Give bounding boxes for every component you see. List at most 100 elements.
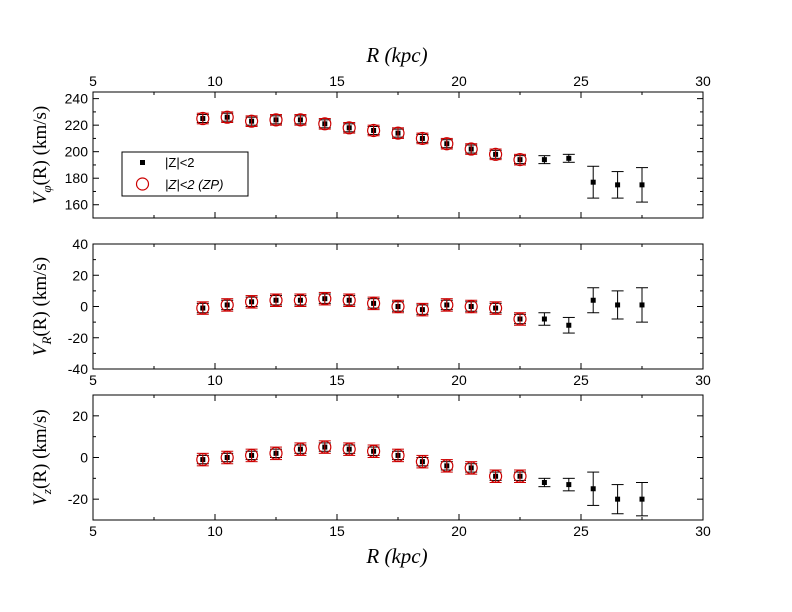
panel-vphi: 5 10 15 20 25 30 160 180 200 220 240 Vφ(R) (km/s) bbox=[30, 73, 711, 219]
top-axis-title: R (kpc) bbox=[365, 43, 427, 67]
data-point-zlt2-zp bbox=[489, 469, 503, 483]
x-tick-label: 30 bbox=[695, 523, 711, 539]
y-tick-label: 40 bbox=[72, 236, 88, 252]
data-point-zlt2-zp bbox=[464, 142, 478, 156]
x-tick-label: 5 bbox=[89, 372, 97, 388]
data-point-zlt2-zp bbox=[342, 293, 356, 307]
data-point-zlt2-zp bbox=[293, 293, 307, 307]
data-point-zlt2-zp bbox=[269, 446, 283, 460]
x-tick-label: 20 bbox=[451, 523, 467, 539]
y-tick-label: 0 bbox=[80, 299, 88, 315]
bottom-axis-title: R (kpc) bbox=[365, 544, 427, 568]
y-tick-label: -20 bbox=[68, 330, 88, 346]
data-point-zlt2-zp bbox=[415, 455, 429, 469]
data-point-zlt2-zp bbox=[245, 295, 259, 309]
y-tick-label: -20 bbox=[68, 491, 88, 507]
data-point-zlt2-zp bbox=[342, 442, 356, 456]
data-point-zlt2-zp bbox=[489, 301, 503, 315]
x-tick-label: 15 bbox=[329, 372, 345, 388]
y-tick-label: 20 bbox=[72, 267, 88, 283]
data-point-zlt2 bbox=[615, 496, 621, 502]
data-point-zlt2 bbox=[615, 302, 621, 308]
data-point-zlt2-zp bbox=[464, 461, 478, 475]
data-point-zlt2-zp bbox=[318, 292, 332, 306]
y-axis-label: Vz(R) (km/s) bbox=[30, 409, 54, 505]
data-point-zlt2-zp bbox=[220, 298, 234, 312]
x-tick-label: 25 bbox=[573, 523, 589, 539]
data-point-zlt2 bbox=[541, 157, 547, 163]
data-point-zlt2-zp bbox=[440, 459, 454, 473]
data-point-zlt2-zp bbox=[513, 153, 527, 167]
data-point-zlt2 bbox=[566, 482, 572, 488]
legend-label-zlt2-zp: |Z|<2 (ZP) bbox=[165, 177, 223, 192]
x-tick-label: 10 bbox=[207, 523, 223, 539]
data-point-zlt2-zp bbox=[318, 117, 332, 131]
data-point-zlt2-zp bbox=[269, 293, 283, 307]
y-tick-label: 20 bbox=[72, 408, 88, 424]
data-point-zlt2-zp bbox=[391, 448, 405, 463]
panel-vz: 5 10 15 20 25 30 -20 0 20 Vz(R) (km/s) bbox=[30, 394, 711, 539]
legend-square-marker bbox=[140, 160, 145, 165]
data-point-zlt2-zp bbox=[415, 131, 429, 146]
data-point-zlt2-zp bbox=[440, 137, 454, 151]
x-tick-label: 20 bbox=[451, 73, 467, 89]
x-tick-label: 5 bbox=[89, 73, 97, 89]
y-tick-label: 160 bbox=[65, 197, 89, 213]
data-point-zlt2-zp bbox=[196, 452, 210, 467]
data-point-zlt2-zp bbox=[391, 126, 405, 140]
data-point-zlt2 bbox=[590, 486, 596, 492]
data-point-zlt2-zp bbox=[464, 299, 478, 314]
data-point-zlt2-zp bbox=[318, 440, 332, 454]
data-point-zlt2-zp bbox=[293, 113, 307, 127]
x-tick-label: 30 bbox=[695, 73, 711, 89]
data-point-zlt2 bbox=[639, 302, 645, 308]
data-point-zlt2-zp bbox=[245, 114, 259, 128]
legend-box bbox=[121, 151, 249, 197]
data-point-zlt2-zp bbox=[196, 301, 210, 315]
data-point-zlt2-zp bbox=[293, 442, 307, 456]
x-tick-label: 20 bbox=[451, 372, 467, 388]
data-point-zlt2-zp bbox=[513, 312, 527, 326]
x-tick-label: 15 bbox=[329, 523, 345, 539]
legend-circle-marker bbox=[135, 177, 150, 191]
y-tick-label: -40 bbox=[68, 361, 88, 377]
data-point-zlt2-zp bbox=[342, 121, 356, 135]
data-point-zlt2 bbox=[541, 316, 547, 322]
panel-vr: 5 10 15 20 25 30 -40 -20 0 20 40 VR(R) (km/s) bbox=[30, 236, 711, 388]
data-point-zlt2-zp bbox=[196, 111, 210, 126]
data-point-zlt2-zp bbox=[367, 296, 381, 310]
x-tick-label: 30 bbox=[695, 372, 711, 388]
data-point-zlt2 bbox=[566, 155, 572, 161]
y-tick-label: 180 bbox=[65, 170, 89, 186]
data-point-zlt2-zp bbox=[415, 303, 429, 317]
y-tick-label: 0 bbox=[80, 450, 88, 466]
x-tick-label: 25 bbox=[573, 73, 589, 89]
data-point-zlt2-zp bbox=[440, 298, 454, 312]
data-point-zlt2-zp bbox=[513, 469, 527, 483]
x-tick-label: 5 bbox=[89, 523, 97, 539]
data-point-zlt2-zp bbox=[220, 110, 234, 124]
y-axis-label: VR(R) (km/s) bbox=[30, 257, 54, 356]
data-point-zlt2-zp bbox=[220, 450, 234, 465]
data-point-zlt2 bbox=[541, 480, 547, 485]
y-tick-label: 220 bbox=[65, 117, 89, 133]
data-point-zlt2 bbox=[566, 322, 572, 328]
y-axis-label: Vφ(R) (km/s) bbox=[30, 106, 54, 205]
legend-label-zlt2: |Z|<2 bbox=[165, 155, 195, 170]
data-point-zlt2-zp bbox=[269, 113, 283, 127]
data-point-zlt2-zp bbox=[367, 123, 381, 138]
data-point-zlt2-zp bbox=[489, 147, 503, 161]
data-point-zlt2 bbox=[639, 496, 645, 502]
data-point-zlt2 bbox=[615, 182, 621, 188]
data-point-zlt2-zp bbox=[391, 299, 405, 314]
legend: |Z|<2 |Z|<2 (ZP) bbox=[121, 151, 249, 197]
x-tick-label: 25 bbox=[573, 372, 589, 388]
data-point-zlt2 bbox=[590, 179, 596, 185]
x-tick-label: 15 bbox=[329, 73, 345, 89]
data-point-zlt2-zp bbox=[245, 448, 259, 463]
x-tick-label: 10 bbox=[207, 73, 223, 89]
data-point-zlt2 bbox=[639, 182, 645, 188]
x-tick-label: 10 bbox=[207, 372, 223, 388]
y-tick-label: 200 bbox=[65, 144, 89, 160]
